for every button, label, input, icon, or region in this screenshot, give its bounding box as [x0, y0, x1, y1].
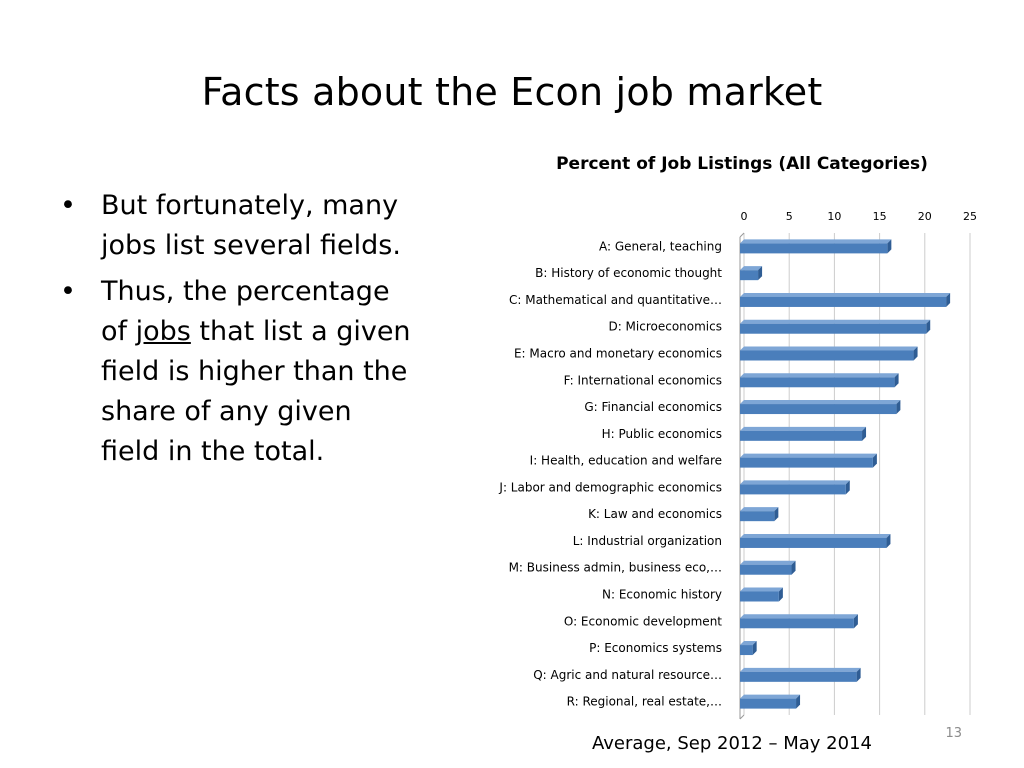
bar-top-face	[740, 453, 877, 458]
bar	[740, 564, 792, 575]
bar-side-face	[778, 587, 783, 602]
bar	[740, 591, 779, 602]
x-tick-label: 15	[873, 210, 887, 223]
category-label: C: Mathematical and quantitative…	[509, 293, 722, 307]
underlined-word: jobs	[135, 316, 191, 347]
bar-top-face	[740, 266, 763, 271]
bar-side-face	[913, 346, 918, 361]
bar	[740, 323, 927, 334]
bar-side-face	[774, 507, 779, 522]
category-label: H: Public economics	[602, 427, 722, 441]
bullet-item: • Thus, the percentage of jobs that list …	[58, 272, 418, 472]
category-label: O: Economic development	[564, 614, 722, 628]
bar-top-face	[740, 507, 779, 512]
bar-side-face	[926, 319, 931, 334]
bar	[740, 404, 897, 415]
x-tick-label: 25	[963, 210, 977, 223]
bar-top-face	[740, 480, 850, 485]
bar-top-face	[740, 346, 918, 351]
category-label: M: Business admin, business eco,…	[509, 561, 722, 575]
x-tick-label: 10	[827, 210, 841, 223]
bullet-marker: •	[60, 276, 76, 307]
category-label: A: General, teaching	[599, 239, 722, 253]
bar-side-face	[752, 641, 757, 656]
bar-side-face	[886, 533, 891, 548]
bar-side-face	[872, 453, 877, 468]
bullet-text: But fortunately, many jobs list several …	[101, 190, 401, 261]
chart-caption: Average, Sep 2012 – May 2014	[591, 733, 872, 754]
bar-top-face	[740, 239, 892, 244]
bar-side-face	[791, 560, 796, 575]
slide-title: Facts about the Econ job market	[201, 70, 823, 114]
bar-top-face	[740, 614, 858, 619]
bar	[740, 270, 759, 281]
bar-side-face	[845, 480, 850, 495]
category-label: K: Law and economics	[588, 507, 722, 521]
bar-top-face	[740, 400, 901, 405]
bar-top-face	[740, 694, 801, 699]
category-label: G: Financial economics	[584, 400, 722, 414]
axis-depth-line	[739, 232, 745, 238]
bar	[740, 457, 873, 468]
bar-side-face	[856, 667, 861, 682]
category-label: L: Industrial organization	[573, 534, 722, 548]
bar-top-face	[740, 292, 951, 297]
bar-top-face	[740, 426, 867, 431]
slide-number: 13	[945, 726, 962, 741]
bullet-item: • But fortunately, many jobs list several…	[58, 186, 418, 266]
bar-top-face	[740, 373, 899, 378]
bar-top-face	[740, 641, 757, 646]
category-label: J: Labor and demographic economics	[498, 480, 722, 494]
bullet-text: that list a given field is higher than t…	[101, 316, 411, 467]
category-label: N: Economic history	[602, 588, 722, 602]
bar-side-face	[853, 614, 858, 629]
bar	[740, 618, 854, 629]
bar	[740, 645, 753, 656]
bar	[740, 430, 863, 441]
bar-side-face	[862, 426, 867, 441]
x-tick-label: 0	[741, 210, 748, 223]
bar	[740, 377, 895, 388]
category-label: E: Macro and monetary economics	[514, 347, 722, 361]
bar	[740, 484, 846, 495]
bar-side-face	[758, 266, 763, 281]
category-label: I: Health, education and welfare	[530, 454, 722, 468]
bar-top-face	[740, 533, 891, 538]
bar	[740, 296, 947, 307]
category-label: P: Economics systems	[589, 641, 722, 655]
category-label: B: History of economic thought	[535, 266, 722, 280]
bar-side-face	[894, 373, 899, 388]
bar	[740, 698, 797, 709]
x-tick-label: 5	[786, 210, 793, 223]
bar-side-face	[896, 400, 901, 415]
bar-top-face	[740, 560, 796, 565]
bullet-marker: •	[60, 190, 76, 221]
bar	[740, 350, 914, 361]
bar-side-face	[946, 292, 951, 307]
bar	[740, 243, 888, 254]
bar-top-face	[740, 667, 861, 672]
bullet-text: Thus, the percentage of	[101, 276, 390, 347]
category-label: F: International economics	[564, 373, 722, 387]
bar-side-face	[796, 694, 801, 709]
bar-side-face	[887, 239, 892, 254]
bar	[740, 671, 857, 682]
bar-top-face	[740, 587, 783, 592]
bar	[740, 511, 775, 522]
bar	[740, 537, 887, 548]
bar-top-face	[740, 319, 931, 324]
axis-depth-line	[739, 714, 745, 720]
chart-title: Percent of Job Listings (All Categories)	[556, 154, 928, 174]
category-label: D: Microeconomics	[608, 320, 722, 334]
category-label: Q: Agric and natural resource…	[533, 668, 722, 682]
category-label: R: Regional, real estate,…	[567, 695, 722, 709]
bullet-list: • But fortunately, many jobs list several…	[58, 186, 418, 478]
x-tick-label: 20	[918, 210, 932, 223]
